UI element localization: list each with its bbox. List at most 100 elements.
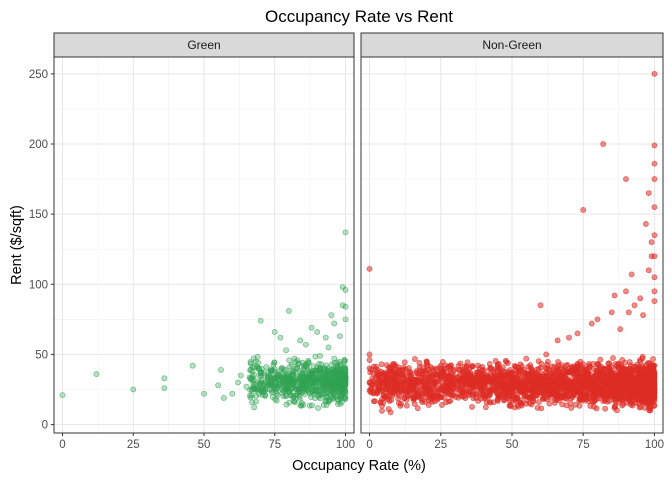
data-point [300, 374, 307, 381]
data-point [254, 386, 261, 393]
data-point [247, 366, 254, 373]
x-axis-title: Occupancy Rate (%) [292, 458, 426, 474]
data-point [539, 395, 546, 402]
data-point [305, 359, 312, 366]
data-point [491, 378, 498, 385]
data-point [288, 386, 295, 393]
data-point [534, 373, 541, 380]
data-point [370, 398, 377, 405]
data-point [259, 386, 266, 392]
data-point [379, 407, 385, 414]
data-point [335, 372, 342, 378]
data-point [288, 368, 295, 375]
data-point [302, 341, 309, 348]
x-tick-label: 0 [366, 439, 372, 451]
data-point [651, 232, 658, 239]
data-point [297, 337, 304, 344]
data-point [257, 369, 264, 376]
data-point [189, 362, 196, 369]
data-point [324, 378, 331, 385]
data-point [639, 353, 646, 360]
data-point [553, 393, 559, 400]
data-point [381, 374, 388, 381]
data-point [378, 361, 385, 368]
data-point [412, 356, 418, 362]
data-point [381, 394, 388, 401]
data-point [482, 394, 489, 401]
data-point [608, 309, 615, 316]
panel-green-points [59, 229, 349, 411]
data-point [514, 381, 521, 388]
data-point [252, 358, 259, 365]
data-point [322, 334, 329, 341]
data-point [342, 286, 349, 293]
data-point [534, 384, 540, 391]
data-point [263, 364, 270, 370]
data-point [593, 405, 600, 412]
data-point [405, 365, 412, 371]
data-point [247, 387, 253, 393]
data-point [561, 371, 567, 378]
data-point [539, 381, 546, 388]
data-point [374, 379, 381, 386]
data-point [566, 368, 573, 375]
data-point [636, 392, 643, 399]
data-point [631, 376, 638, 383]
data-point [296, 388, 303, 394]
data-point [486, 398, 493, 405]
data-point [504, 360, 511, 366]
data-point [218, 366, 224, 373]
data-point [379, 379, 386, 386]
data-point [507, 374, 514, 381]
data-point [273, 397, 280, 404]
data-point [566, 334, 572, 341]
data-point [395, 395, 402, 402]
data-point [578, 377, 585, 384]
data-point [637, 295, 644, 302]
data-point [651, 274, 658, 281]
data-point [533, 392, 540, 399]
data-point [542, 374, 549, 381]
data-point [375, 384, 382, 391]
data-point [582, 394, 588, 401]
data-point [330, 394, 336, 401]
data-point [501, 375, 508, 382]
data-point [292, 378, 299, 385]
data-point [619, 402, 626, 409]
data-point [341, 383, 348, 390]
data-point [651, 204, 658, 211]
data-point [300, 383, 306, 390]
data-point [253, 392, 260, 399]
data-point [251, 404, 257, 411]
data-point [305, 357, 312, 364]
data-point [522, 392, 529, 398]
data-point [572, 376, 579, 383]
data-point [425, 393, 432, 400]
y-tick-label: 200 [29, 139, 48, 151]
data-point [537, 302, 544, 309]
data-point [436, 392, 443, 399]
data-point [387, 409, 394, 416]
data-point [606, 388, 613, 395]
data-point [400, 391, 407, 397]
data-point [319, 371, 326, 377]
data-point [462, 373, 469, 380]
data-point [339, 302, 346, 309]
data-point [473, 394, 479, 401]
data-point [494, 366, 500, 373]
data-point [494, 361, 501, 368]
data-point [423, 358, 430, 365]
data-point [466, 365, 473, 372]
data-point [590, 376, 597, 383]
data-point [442, 372, 448, 378]
data-point [414, 405, 421, 412]
data-point [651, 253, 658, 260]
data-point [447, 373, 453, 380]
data-point [317, 352, 323, 359]
data-point [341, 357, 348, 363]
x-tick-label: 25 [127, 439, 140, 451]
data-point [544, 361, 550, 368]
data-point [628, 271, 635, 278]
data-point [419, 391, 425, 398]
data-point [311, 375, 318, 382]
